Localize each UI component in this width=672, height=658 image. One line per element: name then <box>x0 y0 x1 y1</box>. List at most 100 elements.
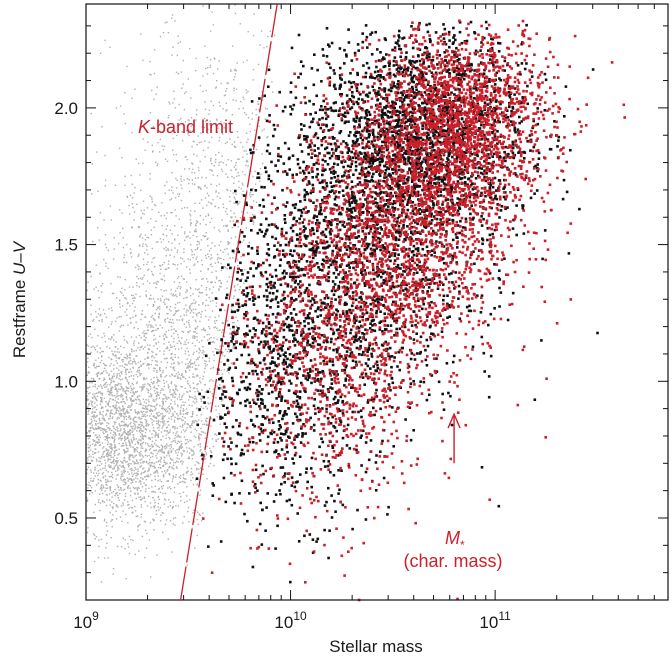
data-point <box>160 450 162 452</box>
data-point <box>460 168 463 171</box>
data-point <box>114 438 116 441</box>
data-point <box>94 402 96 404</box>
data-point <box>128 430 130 433</box>
data-point <box>194 547 196 549</box>
data-point <box>238 180 240 183</box>
data-point <box>268 114 271 117</box>
data-point <box>88 456 90 458</box>
data-point <box>197 187 200 189</box>
data-point <box>113 453 115 455</box>
data-point <box>123 113 125 115</box>
data-point <box>134 186 136 189</box>
data-point <box>94 328 96 330</box>
data-point <box>186 296 188 299</box>
data-point <box>135 472 138 474</box>
data-point <box>457 67 461 71</box>
data-point <box>171 346 173 348</box>
data-point <box>90 486 93 489</box>
data-point <box>140 504 143 506</box>
data-point <box>124 289 126 291</box>
data-point <box>181 419 183 421</box>
data-point <box>508 105 511 109</box>
data-point <box>179 292 181 295</box>
data-point <box>88 447 90 449</box>
data-point <box>318 118 321 121</box>
data-point <box>189 213 191 215</box>
data-point <box>162 422 164 424</box>
data-point <box>170 325 173 328</box>
data-point <box>155 431 157 434</box>
data-point <box>151 491 153 493</box>
data-point <box>167 453 169 455</box>
data-point <box>144 490 147 493</box>
data-point <box>88 430 90 432</box>
data-point <box>142 462 144 464</box>
data-point <box>104 475 107 477</box>
data-point <box>173 314 175 316</box>
data-point <box>186 158 188 161</box>
data-point <box>195 364 197 366</box>
data-point <box>420 70 423 74</box>
data-point <box>175 330 177 332</box>
data-point <box>150 452 152 454</box>
data-point <box>127 463 129 466</box>
data-point <box>399 158 402 161</box>
data-point <box>205 215 207 217</box>
data-point <box>164 461 167 464</box>
data-point <box>180 315 182 317</box>
data-point <box>516 64 520 67</box>
data-point <box>114 384 117 386</box>
data-point <box>138 481 140 483</box>
data-point <box>371 76 374 79</box>
data-point <box>110 480 112 482</box>
data-point <box>203 329 205 331</box>
data-point <box>136 371 138 373</box>
data-point <box>92 427 94 429</box>
data-point <box>101 386 103 388</box>
data-point <box>454 158 458 161</box>
data-point <box>563 115 566 118</box>
data-point <box>143 274 145 276</box>
data-point <box>109 476 111 478</box>
data-point <box>154 478 156 481</box>
data-point <box>183 404 185 406</box>
data-point <box>116 463 118 465</box>
data-point <box>101 407 103 409</box>
data-point <box>111 399 114 401</box>
data-point <box>145 411 147 413</box>
data-point <box>187 131 189 134</box>
data-point <box>102 431 104 433</box>
data-point <box>203 235 206 238</box>
data-point <box>135 515 137 518</box>
data-point <box>242 184 244 186</box>
data-point <box>166 21 168 23</box>
data-point <box>199 455 202 457</box>
data-point <box>101 336 103 339</box>
data-point <box>180 407 182 409</box>
data-point <box>425 72 428 75</box>
data-point <box>180 431 183 433</box>
data-point <box>157 419 160 422</box>
data-point <box>87 371 90 373</box>
data-point <box>129 368 132 370</box>
data-point <box>150 316 152 318</box>
data-point <box>210 183 212 185</box>
data-point <box>164 268 167 270</box>
data-point <box>162 512 164 514</box>
data-point <box>218 349 220 351</box>
data-point <box>137 255 139 257</box>
data-point <box>234 73 237 75</box>
data-point <box>184 369 187 372</box>
data-point <box>183 481 185 483</box>
data-point <box>453 34 456 37</box>
data-point <box>252 34 255 37</box>
data-point <box>160 520 162 522</box>
data-point <box>142 363 144 365</box>
data-point <box>189 361 191 363</box>
data-point <box>186 412 188 414</box>
data-point <box>147 408 149 411</box>
data-point <box>98 385 100 387</box>
data-point <box>119 365 121 367</box>
data-point <box>172 459 174 461</box>
data-point <box>150 381 153 384</box>
